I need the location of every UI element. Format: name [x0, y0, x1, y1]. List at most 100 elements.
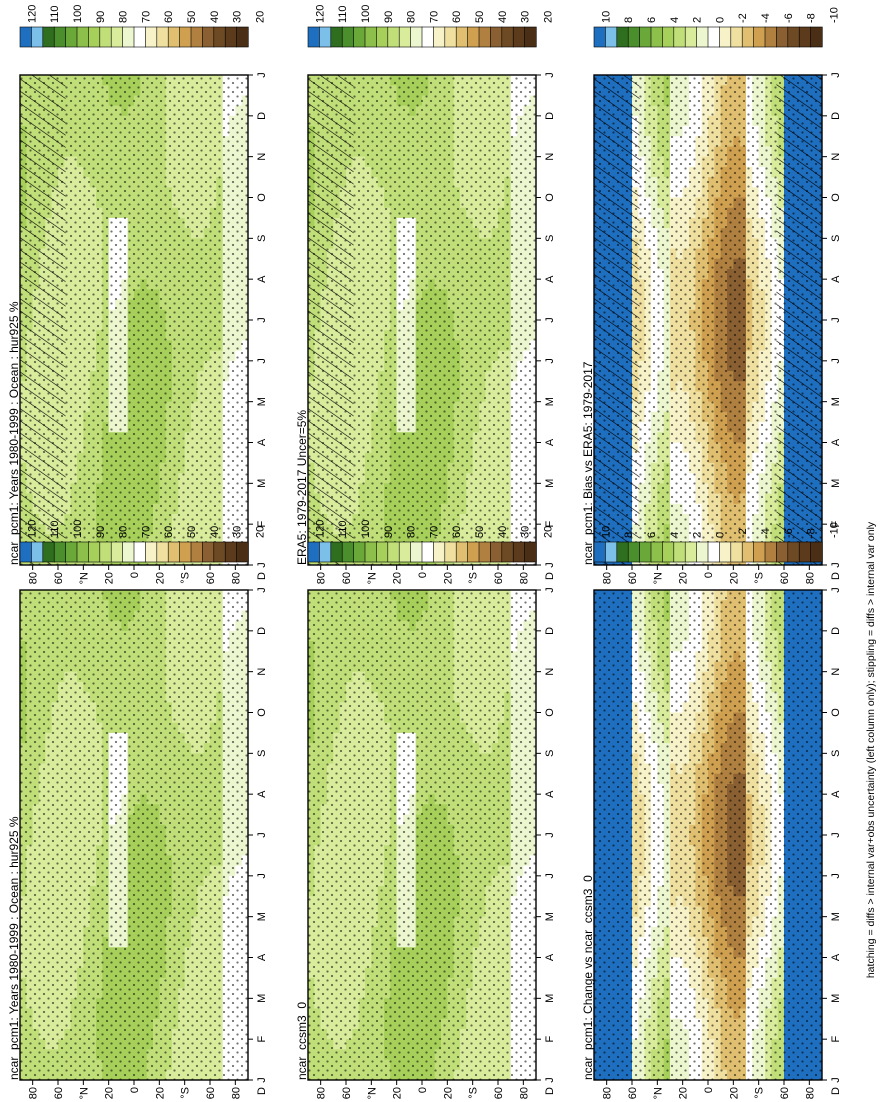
colorbar-swatch: [213, 26, 226, 48]
x-tick-label: D: [256, 112, 268, 120]
colorbar-label: 20: [542, 11, 554, 23]
colorbar-swatch: [156, 26, 169, 48]
x-tick-label: J: [256, 317, 268, 323]
x-tick-label: A: [544, 438, 556, 446]
colorbar-swatch: [421, 26, 434, 48]
x-tick-label: J: [544, 317, 556, 323]
colorbar-swatch: [398, 26, 412, 48]
panel-obs: ncar_pcm1: Bias vs ERA5: 1979-2017 JFMAMJ…: [581, 7, 842, 584]
colorbar-swatch: [512, 26, 526, 48]
x-tick-label: S: [256, 235, 268, 242]
colorbar-swatch: [99, 26, 112, 48]
colorbar-swatch: [307, 26, 320, 48]
colorbar-swatch: [490, 26, 503, 48]
y-tick-label: 80: [28, 572, 40, 584]
x-tick-label: A: [256, 438, 268, 446]
panel-model-left: ncar_pcm1: Years 1980-1999 : Ocean : hur…: [7, 5, 268, 585]
colorbar-swatch: [31, 26, 44, 48]
y-tick-label: 20: [442, 572, 454, 584]
y-tick-label: 60: [53, 572, 65, 584]
y-tick-label: °S: [180, 572, 192, 584]
y-tick-label: 80: [518, 572, 530, 584]
y-tick-label: 20: [154, 572, 166, 584]
colorbar-swatch: [88, 26, 101, 48]
x-tick-label: M: [544, 479, 556, 488]
colorbar-label: 110: [49, 5, 61, 23]
colorbar-swatch: [524, 26, 537, 48]
colorbar-swatch: [19, 26, 32, 48]
colorbar-swatch: [190, 26, 203, 48]
colorbar-label: 100: [72, 5, 84, 23]
y-tick-label: 0: [129, 572, 141, 578]
x-tick-label: A: [544, 275, 556, 283]
colorbar-swatch: [364, 26, 377, 48]
colorbar-swatch: [110, 26, 124, 48]
colorbar-label: 60: [451, 11, 463, 23]
colorbar-swatch: [376, 26, 389, 48]
colorbar-label: 40: [497, 11, 509, 23]
x-tick-label: S: [544, 235, 556, 242]
x-tick-label: J: [544, 562, 556, 568]
colorbar-label: 30: [232, 11, 244, 23]
colorbar-swatch: [410, 26, 423, 48]
x-tick-label: M: [256, 479, 268, 488]
colorbar-label: 20: [254, 11, 266, 23]
x-tick-label: J: [256, 562, 268, 568]
colorbar-label: 100: [360, 5, 372, 23]
colorbar-swatch: [319, 26, 332, 48]
colorbar-swatch: [387, 26, 400, 48]
colorbar-swatch: [236, 26, 249, 48]
y-tick-label: 20: [392, 572, 404, 584]
colorbar-swatch: [455, 26, 469, 48]
colorbar-swatch: [444, 26, 457, 48]
y-tick-label: °N: [78, 572, 90, 584]
panel-title: ncar_pcm1: Years 1980-1999 : Ocean : hur…: [7, 301, 21, 565]
colorbar-swatch: [467, 26, 480, 48]
colorbar-swatch: [65, 26, 78, 48]
x-tick-label: J: [544, 358, 556, 364]
x-tick-label: O: [544, 193, 556, 202]
x-tick-label: A: [256, 275, 268, 283]
colorbar-swatch: [330, 26, 343, 48]
x-tick-label: N: [544, 153, 556, 161]
colorbar-label: 120: [314, 5, 326, 23]
y-tick-label: 20: [104, 572, 116, 584]
x-tick-label: J: [256, 72, 268, 78]
colorbar-label: 50: [474, 11, 486, 23]
y-tick-label: 60: [493, 572, 505, 584]
corner-label: D: [256, 572, 268, 580]
x-tick-label: O: [256, 193, 268, 202]
panel-title: ncar_pcm1: Bias vs ERA5: 1979-2017: [581, 361, 595, 565]
colorbar-swatch: [224, 26, 238, 48]
y-tick-label: 60: [341, 572, 353, 584]
y-tick-label: °N: [366, 572, 378, 584]
colorbar-label: 80: [406, 11, 418, 23]
colorbar-swatch: [133, 26, 146, 48]
x-tick-label: M: [544, 397, 556, 406]
colorbar-swatch: [433, 26, 446, 48]
colorbar-label: 60: [163, 11, 175, 23]
colorbar-swatch: [179, 26, 192, 48]
colorbar-label: 110: [337, 5, 349, 23]
colorbar-label: 40: [209, 11, 221, 23]
panel-frame: ncar_pcm1: Years 1980-1999 : Ocean : hur…: [7, 5, 268, 585]
colorbar-label: 90: [95, 11, 107, 23]
colorbar-label: 70: [428, 11, 440, 23]
colorbar-swatch: [42, 26, 55, 48]
panel-frame: ncar_pcm1: Bias vs ERA5: 1979-2017 JFMAMJ…: [581, 7, 842, 584]
y-tick-label: °S: [468, 572, 480, 584]
colorbar-label: 80: [118, 11, 130, 23]
colorbar-swatch: [122, 26, 135, 48]
colorbar-label: 30: [520, 11, 532, 23]
colorbar-swatch: [53, 26, 67, 48]
colorbar-swatch: [202, 26, 215, 48]
x-tick-label: D: [544, 112, 556, 120]
y-tick-label: 60: [205, 572, 217, 584]
colorbar-swatch: [353, 26, 366, 48]
x-tick-label: J: [256, 358, 268, 364]
colorbar-label: 70: [140, 11, 152, 23]
colorbar-label: 120: [26, 5, 38, 23]
